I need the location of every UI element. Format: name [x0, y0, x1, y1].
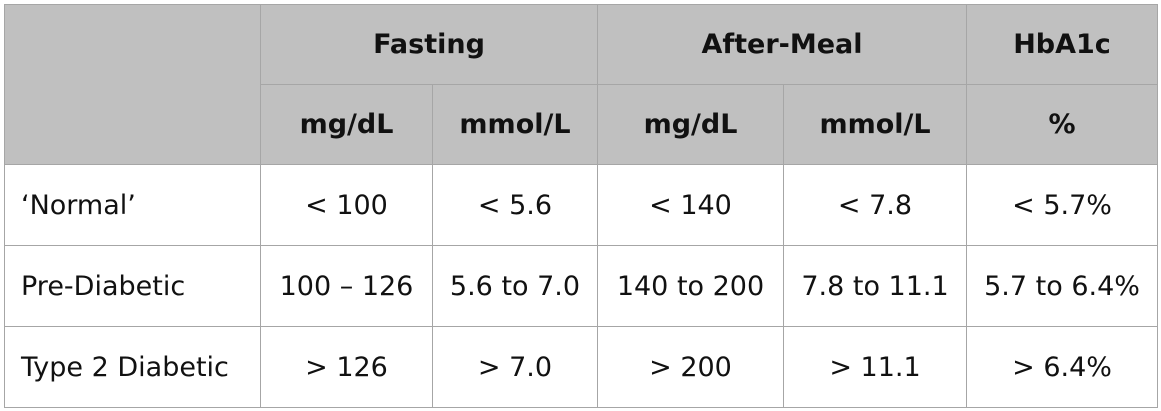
- header-corner-cell: [4, 4, 261, 165]
- blood-glucose-table: Fasting After-Meal HbA1c mg/dL mmol/L mg…: [4, 4, 1159, 408]
- header-row-units: mg/dL mmol/L mg/dL mmol/L %: [5, 84, 1159, 165]
- row-label: Type 2 Diabetic: [4, 326, 261, 408]
- cell-after-meal-mmol: > 11.1: [782, 326, 968, 408]
- unit-after-meal-mgdl: mg/dL: [597, 84, 784, 165]
- cell-after-meal-mgdl: < 140: [597, 164, 784, 246]
- header-after-meal: After-Meal: [596, 4, 968, 85]
- table-row-normal: ‘Normal’ < 100 < 5.6 < 140 < 7.8 < 5.7%: [4, 164, 1159, 246]
- cell-fasting-mgdl: < 100: [260, 164, 433, 246]
- cell-hba1c: < 5.7%: [966, 164, 1159, 246]
- unit-hba1c-percent: %: [966, 84, 1159, 165]
- table-header: Fasting After-Meal HbA1c mg/dL mmol/L mg…: [4, 4, 1159, 165]
- cell-fasting-mgdl: > 126: [260, 326, 433, 408]
- cell-after-meal-mmol: 7.8 to 11.1: [782, 245, 968, 327]
- row-label: Pre-Diabetic: [4, 245, 261, 327]
- header-row-groups: Fasting After-Meal HbA1c: [4, 4, 1159, 165]
- header-hba1c: HbA1c: [966, 4, 1159, 85]
- table-body: ‘Normal’ < 100 < 5.6 < 140 < 7.8 < 5.7% …: [4, 164, 1159, 408]
- cell-after-meal-mgdl: 140 to 200: [597, 245, 784, 327]
- unit-fasting-mmol: mmol/L: [432, 84, 598, 165]
- header-fasting: Fasting: [260, 4, 598, 85]
- cell-after-meal-mgdl: > 200: [597, 326, 784, 408]
- cell-fasting-mmol: < 5.6: [432, 164, 598, 246]
- cell-after-meal-mmol: < 7.8: [782, 164, 968, 246]
- unit-after-meal-mmol: mmol/L: [782, 84, 968, 165]
- cell-hba1c: > 6.4%: [966, 326, 1159, 408]
- cell-hba1c: 5.7 to 6.4%: [966, 245, 1159, 327]
- unit-fasting-mgdl: mg/dL: [260, 84, 433, 165]
- cell-fasting-mmol: 5.6 to 7.0: [432, 245, 598, 327]
- row-label: ‘Normal’: [4, 164, 261, 246]
- table-row-type-2-diabetic: Type 2 Diabetic > 126 > 7.0 > 200 > 11.1…: [4, 326, 1159, 408]
- cell-fasting-mmol: > 7.0: [432, 326, 598, 408]
- cell-fasting-mgdl: 100 – 126: [260, 245, 433, 327]
- table-row-pre-diabetic: Pre-Diabetic 100 – 126 5.6 to 7.0 140 to…: [4, 245, 1159, 327]
